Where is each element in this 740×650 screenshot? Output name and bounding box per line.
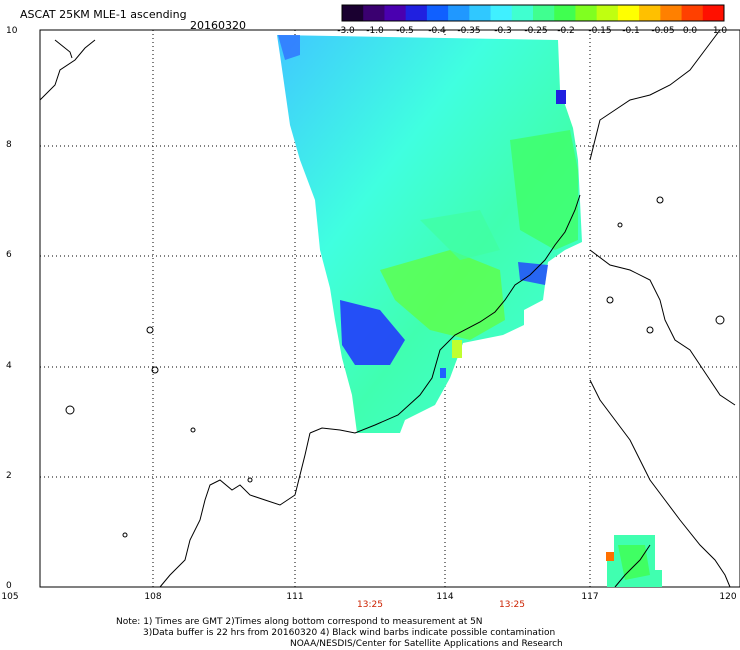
colorbar-swatch: [596, 5, 619, 21]
lat-label-2: 2: [6, 471, 12, 481]
colorbar-swatch: [660, 5, 683, 21]
island-2: [65, 405, 75, 415]
colorbar-label: -0.5: [396, 26, 414, 36]
island-7: [606, 296, 614, 304]
product-date: 20160320: [190, 19, 246, 32]
colorbar-label: -0.1: [622, 26, 640, 36]
footer-note-2: 3)Data buffer is 22 hrs from 20160320 4)…: [143, 628, 556, 638]
swath-patch-center: [380, 250, 505, 340]
swath-pixel-yellow: [452, 340, 462, 358]
colorbar-swatch: [575, 5, 598, 21]
lat-label-6: 6: [6, 250, 12, 260]
colorbar-label: -1.0: [366, 26, 384, 36]
colorbar-swatch: [469, 5, 492, 21]
colorbar-swatch: [511, 5, 534, 21]
colorbar: [341, 4, 725, 22]
swath-pixel-blue-2: [440, 368, 446, 378]
footer-note-1: Note: 1) Times are GMT 2)Times along bot…: [116, 617, 483, 627]
island-6: [122, 532, 128, 538]
scatterometer-swath: [277, 35, 582, 433]
colorbar-swatch: [554, 5, 576, 21]
coast-borneo-west: [159, 432, 311, 588]
colorbar-swatch: [426, 5, 449, 21]
island-11: [617, 222, 623, 228]
colorbar-swatch: [448, 5, 470, 21]
island-5: [247, 477, 253, 483]
coast-borneo-south: [614, 544, 651, 588]
time-label-2: 13:25: [499, 600, 525, 610]
island-8: [646, 326, 654, 334]
colorbar-swatch: [384, 5, 407, 21]
colorbar-border: [341, 4, 725, 22]
lon-label-111: 111: [286, 592, 304, 602]
colorbar-label: -3.0: [337, 26, 355, 36]
swath-patch-southwest: [340, 300, 405, 365]
coast-palawan: [589, 29, 721, 161]
colorbar-swatch: [639, 5, 661, 21]
lon-label-120: 120: [719, 592, 737, 602]
island-9: [715, 315, 725, 325]
colorbar-label: -0.15: [588, 26, 612, 36]
colorbar-swatch: [702, 5, 725, 21]
colorbar-label: -0.25: [524, 26, 548, 36]
footer-note-3: NOAA/NESDIS/Center for Satellite Applica…: [290, 639, 563, 649]
coast-borneo-east: [589, 379, 731, 588]
product-title: ASCAT 25KM MLE-1 ascending: [20, 8, 187, 21]
island-3: [151, 366, 159, 374]
colorbar-swatch: [533, 5, 555, 21]
lon-label-117: 117: [581, 592, 599, 602]
island-10: [656, 196, 664, 204]
swath-patch-mid: [420, 210, 500, 260]
lon-label-114: 114: [436, 592, 454, 602]
colorbar-label: -0.35: [457, 26, 481, 36]
coast-borneo-north: [309, 194, 581, 434]
swath-patch-northwest: [278, 35, 300, 60]
colorbar-label: -0.05: [651, 26, 675, 36]
scatterometer-swath-southeast: [606, 535, 662, 587]
colorbar-swatch: [681, 5, 704, 21]
swath-pixel-blue: [556, 90, 566, 104]
swath-patch-east-blue: [518, 262, 548, 285]
colorbar-swatch: [342, 5, 364, 21]
colorbar-label: 1.0: [712, 26, 728, 36]
lon-label-108: 108: [144, 592, 162, 602]
colorbar-label: -0.4: [428, 26, 446, 36]
island-1: [146, 326, 154, 334]
colorbar-label: 0.0: [682, 26, 698, 36]
lon-label-105: 105: [1, 592, 19, 602]
lat-label-0: 0: [6, 581, 12, 591]
swath-se-orange: [606, 552, 614, 561]
colorbar-swatch: [617, 5, 640, 21]
colorbar-swatch: [363, 5, 385, 21]
swath-se-green: [618, 545, 650, 580]
lat-label-4: 4: [6, 361, 12, 371]
coast-sulu: [589, 249, 736, 406]
colorbar-label: -0.3: [494, 26, 512, 36]
swath-patch-east: [510, 130, 578, 250]
lat-label-8: 8: [6, 140, 12, 150]
island-4: [190, 427, 196, 433]
lat-label-10: 10: [6, 26, 18, 36]
colorbar-swatch: [490, 5, 513, 21]
colorbar-swatch: [405, 5, 428, 21]
coastlines: [39, 29, 736, 588]
coast-vietnam: [39, 39, 96, 101]
map-frame: [39, 29, 740, 588]
colorbar-label: -0.2: [557, 26, 575, 36]
time-label-1: 13:25: [357, 600, 383, 610]
